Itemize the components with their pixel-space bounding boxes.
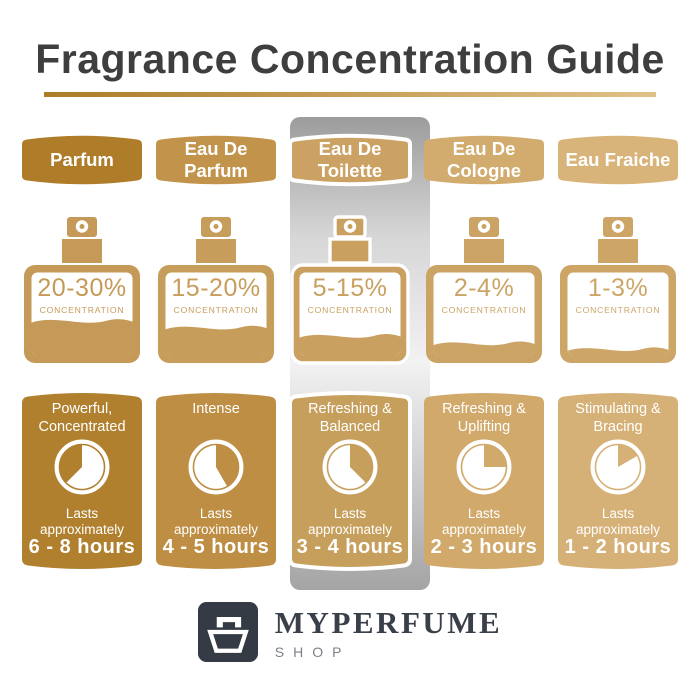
column-header-label: Eau De Toilette — [317, 138, 383, 181]
clock-icon — [187, 438, 245, 496]
columns-row: Parfum 20-30% CONCENTRATION Powerful, Co… — [0, 97, 700, 573]
lasts-label: Lasts approximately — [307, 506, 393, 538]
column-header: Eau Fraiche — [556, 131, 680, 189]
concentration-label: CONCENTRATION — [441, 305, 527, 315]
concentration-label: CONCENTRATION — [173, 305, 259, 315]
perfume-bottle-icon: 1-3% CONCENTRATION — [557, 215, 679, 365]
perfume-bottle-icon: 15-20% CONCENTRATION — [155, 215, 277, 365]
column-header-label: Parfum — [50, 149, 114, 171]
clock-icon — [53, 438, 111, 496]
column-header: Eau De Cologne — [422, 131, 546, 189]
concentration-value: 5-15% — [312, 274, 388, 302]
duration-value: 1 - 2 hours — [564, 536, 672, 558]
clock-icon — [589, 438, 647, 496]
concentration-label: CONCENTRATION — [307, 305, 393, 315]
brand-logo-icon — [197, 601, 258, 663]
concentration-label: CONCENTRATION — [575, 305, 661, 315]
column-header-label: Eau De Cologne — [447, 138, 521, 181]
concentration-value: 2-4% — [453, 274, 515, 302]
lasts-label: Lasts approximately — [575, 506, 661, 538]
concentration-value: 1-3% — [587, 274, 649, 302]
column-header: Parfum — [20, 131, 144, 189]
brand-name: MYPERFUME — [274, 604, 503, 640]
character-text: Intense — [192, 401, 240, 417]
column-eau-de-parfum: Eau De Parfum 15-20% CONCENTRATION Inten… — [154, 131, 278, 573]
column-header: Eau De Parfum — [154, 131, 278, 189]
character-text: Refreshing & Uplifting — [442, 401, 526, 436]
duration-value: 6 - 8 hours — [28, 536, 136, 558]
column-header: Eau De Toilette — [288, 131, 412, 189]
column-eau-fraiche: Eau Fraiche 1-3% CONCENTRATION Stimulati… — [556, 131, 680, 573]
concentration-value: 20-30% — [37, 274, 127, 302]
column-eau-de-toilette: Eau De Toilette 5-15% CONCENTRATION Refr… — [288, 131, 412, 573]
column-header-label: Eau Fraiche — [565, 149, 671, 171]
column-header-label: Eau De Parfum — [184, 138, 248, 181]
info-card: Intense Lasts approximately 4 - 5 hours — [154, 389, 278, 573]
column-eau-de-cologne: Eau De Cologne 2-4% CONCENTRATION Refres… — [422, 131, 546, 573]
footer: MYPERFUME SHOP — [0, 601, 700, 663]
perfume-bottle-icon: 5-15% CONCENTRATION — [289, 215, 411, 365]
lasts-label: Lasts approximately — [173, 506, 259, 538]
info-card: Stimulating & Bracing Lasts approximatel… — [556, 389, 680, 573]
duration-value: 3 - 4 hours — [296, 536, 404, 558]
columns-area: Parfum 20-30% CONCENTRATION Powerful, Co… — [0, 97, 700, 590]
brand-subtitle: SHOP — [274, 643, 351, 660]
info-card: Refreshing & Uplifting Lasts approximate… — [422, 389, 546, 573]
duration-value: 2 - 3 hours — [430, 536, 538, 558]
concentration-label: CONCENTRATION — [39, 305, 125, 315]
brand-text-block: MYPERFUME SHOP — [275, 605, 502, 660]
character-text: Powerful, Concentrated — [38, 401, 126, 436]
duration-value: 4 - 5 hours — [162, 536, 270, 558]
column-parfum: Parfum 20-30% CONCENTRATION Powerful, Co… — [20, 131, 144, 573]
concentration-value: 15-20% — [171, 274, 261, 302]
character-text: Stimulating & Bracing — [575, 401, 661, 436]
title-underline — [44, 92, 656, 97]
perfume-bottle-icon: 20-30% CONCENTRATION — [21, 215, 143, 365]
info-card: Refreshing & Balanced Lasts approximatel… — [288, 389, 412, 573]
clock-icon — [455, 438, 513, 496]
character-text: Refreshing & Balanced — [308, 401, 392, 436]
info-card: Powerful, Concentrated Lasts approximate… — [20, 389, 144, 573]
page-title: Fragrance Concentration Guide — [35, 36, 665, 82]
lasts-label: Lasts approximately — [39, 506, 125, 538]
perfume-bottle-icon: 2-4% CONCENTRATION — [423, 215, 545, 365]
lasts-label: Lasts approximately — [441, 506, 527, 538]
clock-icon — [321, 438, 379, 496]
